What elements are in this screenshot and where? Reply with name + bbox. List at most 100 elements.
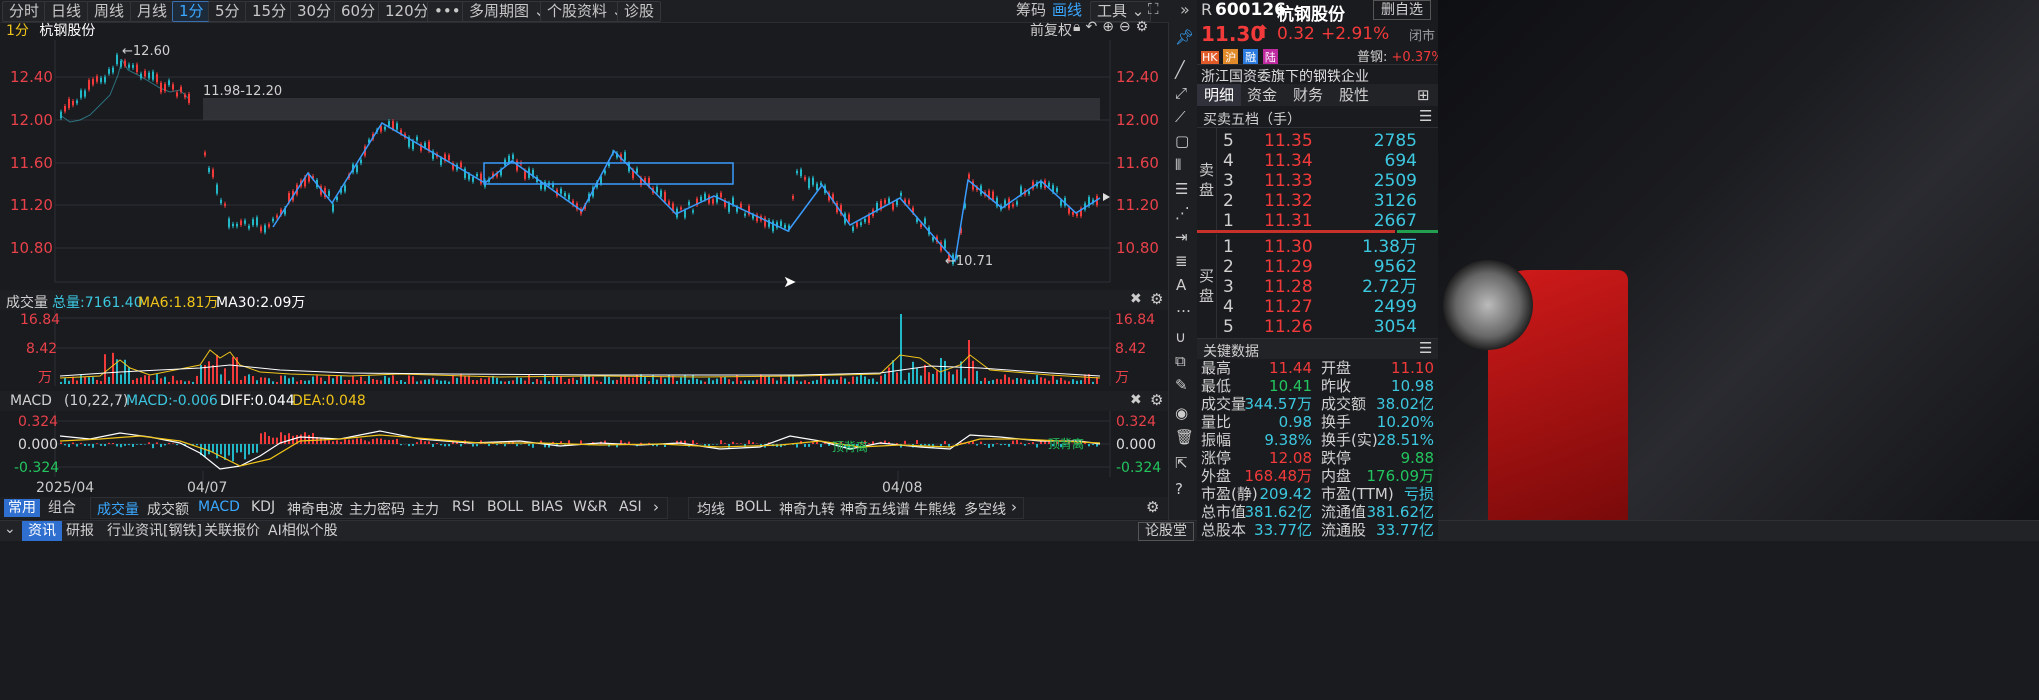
tab-research[interactable]: 研报 xyxy=(66,523,94,539)
tab-ma[interactable]: 均线 xyxy=(697,502,725,518)
tab-wr[interactable]: W&R xyxy=(573,499,608,515)
adjust-label[interactable]: 前复权 xyxy=(1030,23,1072,39)
settings-icon[interactable]: ⚙ xyxy=(1150,290,1164,308)
tab-macd[interactable]: MACD xyxy=(198,499,240,515)
magnet-icon[interactable]: ∪ xyxy=(1175,328,1186,346)
chevron-right-icon[interactable]: › xyxy=(653,498,659,516)
macd-chart[interactable]: 顶背离 顶背离 0.324 0.000 -0.324 0.324 0.000 -… xyxy=(0,411,1170,496)
buy-level-row[interactable]: 1 11.30 1.38万 xyxy=(1197,234,1437,260)
eye-icon[interactable]: ◉ xyxy=(1175,404,1189,422)
period-1min[interactable]: 1分 xyxy=(172,1,211,22)
undo-icon[interactable]: ↶ xyxy=(1085,19,1103,35)
tab-boll[interactable]: BOLL xyxy=(487,499,523,515)
tab-amount[interactable]: 成交额 xyxy=(147,502,189,518)
lock-icon[interactable]: 🔒︎ xyxy=(1073,19,1086,35)
fan-tool-icon[interactable]: ⋰ xyxy=(1175,204,1190,222)
chip-button[interactable]: 筹码 xyxy=(1016,1,1047,19)
settings-icon[interactable]: ⚙ xyxy=(1150,391,1164,409)
channel-tool-icon[interactable]: ☰ xyxy=(1175,180,1189,198)
pin-icon[interactable]: 📌︎ xyxy=(1175,28,1195,46)
forum-button[interactable]: 论股堂 xyxy=(1138,522,1194,541)
buy-level-row[interactable]: 3 11.28 2.72万 xyxy=(1197,274,1437,300)
line-tool-icon[interactable]: ╱ xyxy=(1175,60,1185,79)
more-periods-button[interactable]: ••• xyxy=(427,1,468,22)
period-monthly[interactable]: 月线 xyxy=(130,1,175,22)
edit-icon[interactable]: ✎ xyxy=(1175,376,1188,394)
settings-icon[interactable]: ⚙ xyxy=(1135,19,1154,35)
settings-icon[interactable]: ⚙ xyxy=(1146,498,1160,516)
sell-level-row[interactable]: 5 11.35 2785 xyxy=(1197,128,1437,154)
sell-level-row[interactable]: 1 11.31 2667 xyxy=(1197,208,1437,234)
help-icon[interactable]: ? xyxy=(1175,480,1183,498)
more-tools-icon[interactable]: … xyxy=(1176,298,1191,316)
buy-level-row[interactable]: 4 11.27 2499 xyxy=(1197,294,1437,320)
sell-level-row[interactable]: 3 11.33 2509 xyxy=(1197,168,1437,194)
close-icon[interactable]: ✖ xyxy=(1130,392,1142,408)
buy-level-row[interactable]: 2 11.29 9562 xyxy=(1197,254,1437,280)
buy-level-row[interactable]: 5 11.26 3054 xyxy=(1197,314,1437,340)
close-icon[interactable]: ✖ xyxy=(1130,291,1142,307)
period-15min[interactable]: 15分 xyxy=(245,1,294,22)
export-icon[interactable]: ⇱ xyxy=(1175,454,1188,472)
tab-finance[interactable]: 财务 xyxy=(1293,86,1324,104)
sell-level-row[interactable]: 4 11.34 694 xyxy=(1197,148,1437,174)
text-tool-icon[interactable]: A xyxy=(1176,276,1187,294)
copy-icon[interactable]: ⧉ xyxy=(1175,352,1186,370)
trend-lines[interactable] xyxy=(272,121,1101,263)
volume-chart[interactable]: 16.84 8.42 万 16.84 8.42 万 xyxy=(0,310,1170,390)
tools-dropdown[interactable]: 工具 ⌄ xyxy=(1090,1,1152,22)
polyline-tool-icon[interactable]: ⟋ xyxy=(1175,108,1186,126)
collapse-bottom-icon[interactable]: ⌄ xyxy=(4,521,16,537)
tab-kdj[interactable]: KDJ xyxy=(251,499,276,515)
tab-long-short[interactable]: 多空线 xyxy=(964,502,1006,518)
mode-common-tab[interactable]: 常用 xyxy=(4,499,40,517)
mode-combo-tab[interactable]: 组合 xyxy=(48,500,76,516)
peer-sector[interactable]: 普钢: +0.37% xyxy=(1357,46,1444,65)
period-30min[interactable]: 30分 xyxy=(290,1,339,22)
multi-period-dropdown[interactable]: 多周期图 ⌄ xyxy=(462,1,554,22)
fib-tool-icon[interactable]: ≣ xyxy=(1175,252,1188,270)
menu-icon[interactable]: ☰ xyxy=(1419,107,1433,125)
expand-icon[interactable]: ⛶ xyxy=(1148,0,1159,18)
tab-main[interactable]: 主力 xyxy=(411,502,439,518)
chevron-right-icon[interactable]: › xyxy=(1011,498,1017,516)
period-daily[interactable]: 日线 xyxy=(44,1,89,22)
period-fenshi[interactable]: 分时 xyxy=(2,1,47,22)
tab-boll-overlay[interactable]: BOLL xyxy=(735,499,771,515)
menu-icon[interactable]: ☰ xyxy=(1419,339,1433,357)
macd-label[interactable]: MACD xyxy=(10,393,52,409)
period-120min[interactable]: 120分 xyxy=(378,1,436,22)
tab-related-quotes[interactable]: 关联报价 xyxy=(204,523,260,539)
layout-icon[interactable]: ⊞ xyxy=(1417,86,1430,104)
stock-info-dropdown[interactable]: 个股资料 ⌄ xyxy=(540,1,632,22)
remove-watchlist-button[interactable]: 删自选 xyxy=(1373,0,1431,20)
tab-rsi[interactable]: RSI xyxy=(452,499,475,515)
tab-five-line[interactable]: 神奇五线谱 xyxy=(840,502,910,518)
measure-tool-icon[interactable]: ⇥ xyxy=(1175,228,1188,246)
tab-news[interactable]: 资讯 xyxy=(22,521,62,541)
collapse-panel-icon[interactable]: » xyxy=(1180,0,1190,19)
tab-detail[interactable]: 明细 xyxy=(1197,84,1241,106)
sell-level-row[interactable]: 2 11.32 3126 xyxy=(1197,188,1437,214)
range-band[interactable] xyxy=(203,98,1100,120)
box-annotation[interactable] xyxy=(483,162,734,185)
tab-main-code[interactable]: 主力密码 xyxy=(349,502,405,518)
draw-line-button[interactable]: 画线 xyxy=(1052,1,1083,19)
period-weekly[interactable]: 周线 xyxy=(87,1,132,22)
tab-ai-similar[interactable]: AI相似个股 xyxy=(268,523,338,539)
rect-tool-icon[interactable]: ▢ xyxy=(1175,132,1190,150)
diagnose-button[interactable]: 诊股 xyxy=(617,1,662,22)
period-5min[interactable]: 5分 xyxy=(208,1,247,22)
period-60min[interactable]: 60分 xyxy=(334,1,383,22)
tab-volume[interactable]: 成交量 xyxy=(97,502,139,518)
zoom-out-icon[interactable]: ⊖ xyxy=(1118,19,1136,35)
parallel-tool-icon[interactable]: ⫴ xyxy=(1175,156,1182,174)
tab-funds[interactable]: 资金 xyxy=(1247,86,1278,104)
trash-icon[interactable]: 🗑︎ xyxy=(1175,428,1195,446)
zoom-in-icon[interactable]: ⊕ xyxy=(1102,19,1119,35)
tab-wave[interactable]: 神奇电波 xyxy=(287,502,343,518)
tab-character[interactable]: 股性 xyxy=(1339,86,1370,104)
candlestick-chart[interactable]: 12.40 12.00 11.60 11.20 10.80 12.40 12.0… xyxy=(0,40,1170,290)
tab-bull-bear[interactable]: 牛熊线 xyxy=(914,502,956,518)
tab-bias[interactable]: BIAS xyxy=(531,499,564,515)
